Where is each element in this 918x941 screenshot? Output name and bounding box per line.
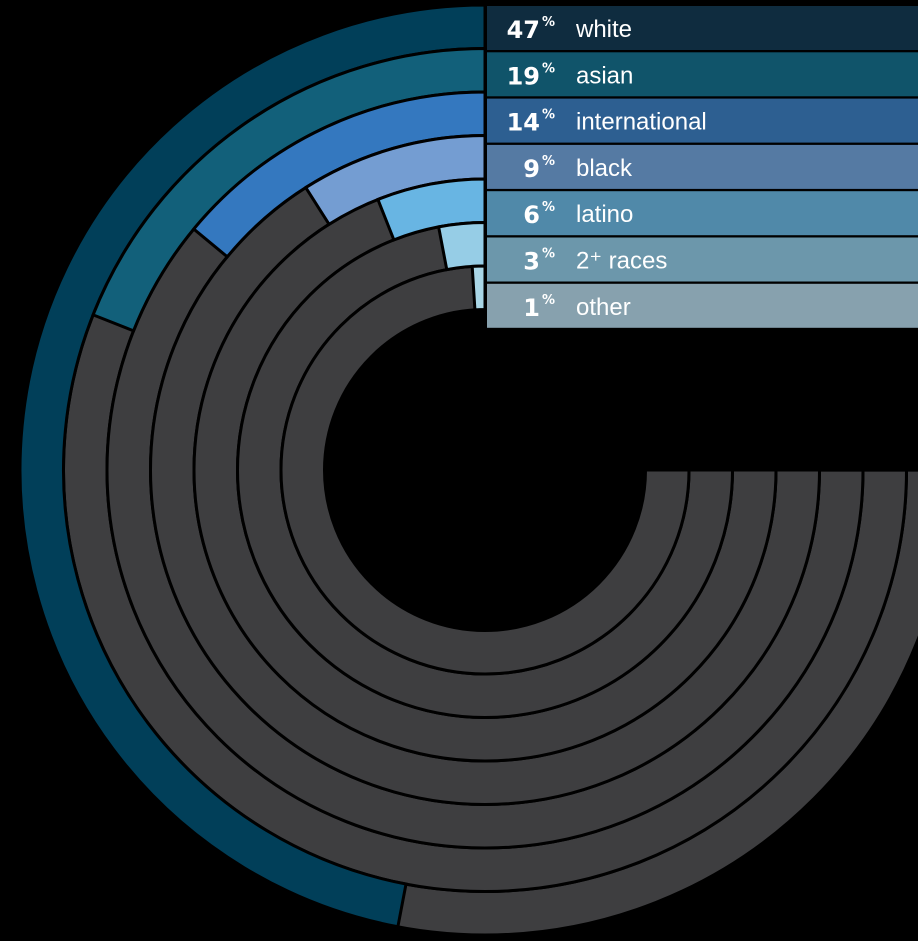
legend-swatch bbox=[487, 144, 918, 189]
legend-swatch bbox=[487, 98, 918, 143]
legend-row-asian: 19% asian bbox=[487, 52, 918, 97]
legend-value: 9 bbox=[523, 155, 540, 183]
legend-value: 47 bbox=[507, 16, 540, 44]
legend-row-2-races: 3% 2⁺ races bbox=[487, 237, 918, 282]
legend-label: latino bbox=[576, 201, 633, 228]
legend-swatch bbox=[487, 283, 918, 328]
legend-label: white bbox=[575, 16, 632, 43]
legend-value: 3 bbox=[523, 248, 540, 276]
legend-unit: % bbox=[542, 200, 555, 215]
legend-label: other bbox=[576, 294, 631, 321]
legend-unit: % bbox=[542, 108, 555, 123]
legend: 47% white 19% asian 14% international 9% black 6… bbox=[487, 6, 918, 328]
legend-value: 1 bbox=[523, 294, 540, 322]
legend-unit: % bbox=[542, 15, 555, 30]
legend-row-international: 14% international bbox=[487, 98, 918, 143]
ring-bar-other bbox=[470, 264, 487, 312]
ring-value-arcs bbox=[18, 3, 487, 929]
legend-value: 14 bbox=[507, 109, 540, 137]
legend-value: 19 bbox=[507, 62, 540, 90]
legend-swatch bbox=[487, 6, 918, 50]
legend-unit: % bbox=[542, 61, 555, 76]
legend-label: international bbox=[576, 109, 707, 136]
legend-value: 6 bbox=[523, 201, 540, 229]
legend-unit: % bbox=[542, 247, 555, 262]
legend-swatch bbox=[487, 237, 918, 282]
legend-label: black bbox=[576, 155, 633, 182]
legend-label: asian bbox=[576, 62, 633, 89]
legend-row-white: 47% white bbox=[487, 6, 918, 50]
ring-bar-2-races bbox=[436, 220, 487, 272]
legend-row-latino: 6% latino bbox=[487, 191, 918, 236]
legend-label: 2⁺ races bbox=[576, 248, 667, 275]
ring-track-other bbox=[279, 264, 691, 676]
legend-swatch bbox=[487, 191, 918, 236]
legend-row-black: 9% black bbox=[487, 144, 918, 189]
legend-unit: % bbox=[542, 293, 555, 308]
legend-row-other: 1% other bbox=[487, 283, 918, 328]
legend-swatch bbox=[487, 52, 918, 97]
legend-unit: % bbox=[542, 154, 555, 169]
